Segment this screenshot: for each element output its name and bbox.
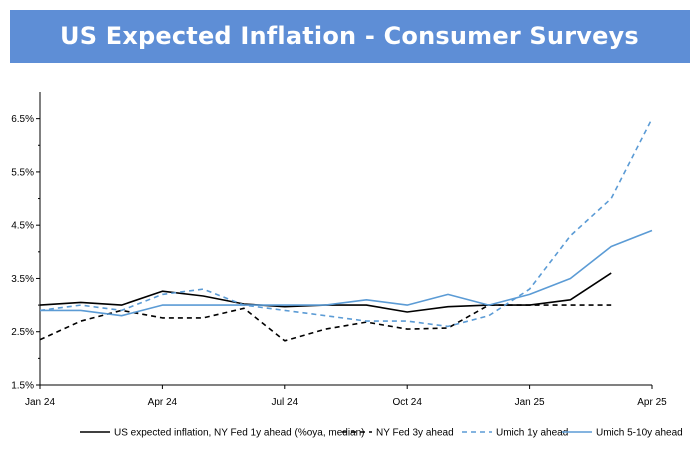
x-tick-label: Jan 25 <box>515 397 545 408</box>
series-line-3 <box>39 118 653 328</box>
series-layer <box>39 118 653 342</box>
chart-title: US Expected Inflation - Consumer Surveys <box>60 22 639 50</box>
y-tick-label: 3.5% <box>11 274 34 285</box>
series-line-1 <box>39 272 612 313</box>
legend-label-2: NY Fed 3y ahead <box>376 428 454 439</box>
y-tick-label: 4.5% <box>11 221 34 232</box>
title-band: US Expected Inflation - Consumer Surveys <box>10 10 690 63</box>
series-line-2 <box>39 304 612 342</box>
series-line-4 <box>40 229 653 317</box>
x-tick-label: Jul 24 <box>271 397 298 408</box>
x-tick-label: Apr 25 <box>637 397 667 408</box>
x-tick-label: Oct 24 <box>392 397 422 408</box>
y-tick-label: 5.5% <box>11 167 34 178</box>
legend-label-1: US expected inflation, NY Fed 1y ahead (… <box>114 428 365 439</box>
legend-label-3: Umich 1y ahead <box>496 428 568 439</box>
legend-label-4: Umich 5-10y ahead <box>596 428 683 439</box>
axes: 1.5% 2.5% 3.5% 4.5% 5.5% 6.5% Jan 24 Apr 24 Jul … <box>11 92 667 408</box>
x-tick-label: Apr 24 <box>148 397 178 408</box>
y-tick-label: 6.5% <box>11 114 34 125</box>
y-tick-label: 2.5% <box>11 327 34 338</box>
y-tick-label: 1.5% <box>11 381 34 392</box>
legend: US expected inflation, NY Fed 1y ahead (… <box>80 428 683 439</box>
x-tick-label: Jan 24 <box>25 397 55 408</box>
